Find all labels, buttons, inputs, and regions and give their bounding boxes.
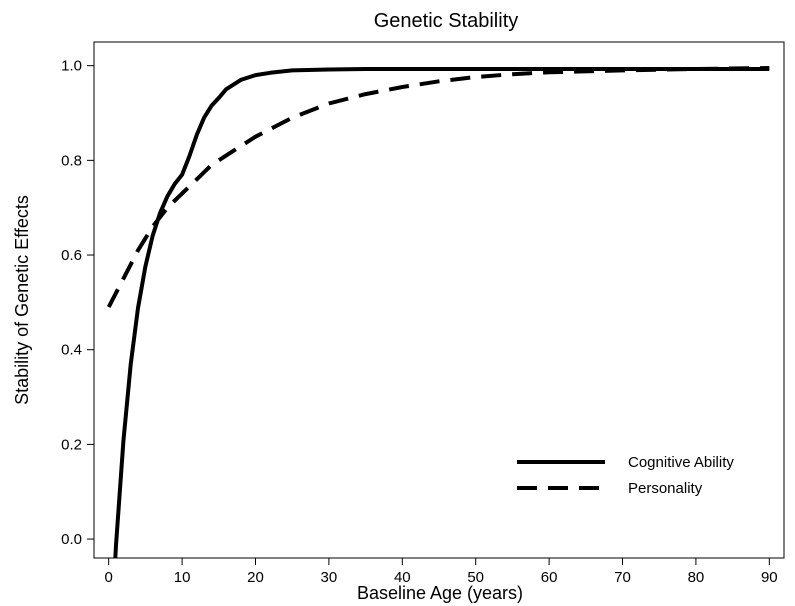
- x-tick-label: 20: [247, 569, 264, 586]
- y-tick-label: 0.2: [61, 436, 82, 453]
- x-tick-label: 50: [467, 569, 484, 586]
- x-tick-label: 10: [174, 569, 191, 586]
- series-line-0: [113, 67, 770, 559]
- series-layer: [106, 66, 770, 559]
- legend-label-1: Personality: [628, 480, 703, 497]
- x-tick-label: 40: [394, 569, 411, 586]
- x-axis-ticks: 0 10 20 30 40 50 60 70 80 90: [105, 558, 778, 586]
- plot-frame: [93, 41, 785, 559]
- x-tick-label: 60: [541, 569, 558, 586]
- chart-title: Genetic Stability: [374, 10, 519, 32]
- y-tick-label: 0.8: [61, 152, 82, 169]
- legend: Cognitive Ability Personality: [517, 454, 734, 497]
- x-tick-label: 30: [321, 569, 338, 586]
- y-tick-label: 1.0: [61, 58, 82, 75]
- x-tick-label: 80: [688, 569, 705, 586]
- x-tick-label: 70: [614, 569, 631, 586]
- y-tick-label: 0.6: [61, 247, 82, 264]
- x-tick-label: 90: [761, 569, 778, 586]
- x-axis-label: Baseline Age (years): [357, 583, 523, 603]
- y-axis-label: Stability of Genetic Effects: [12, 195, 32, 405]
- y-tick-label: 0.0: [61, 531, 82, 548]
- y-axis-ticks: 0.0 0.2 0.4 0.6 0.8 1.0: [61, 58, 94, 548]
- x-tick-label: 0: [105, 569, 113, 586]
- series-line-1: [106, 66, 770, 309]
- legend-label-0: Cognitive Ability: [628, 454, 734, 471]
- y-tick-label: 0.4: [61, 342, 82, 359]
